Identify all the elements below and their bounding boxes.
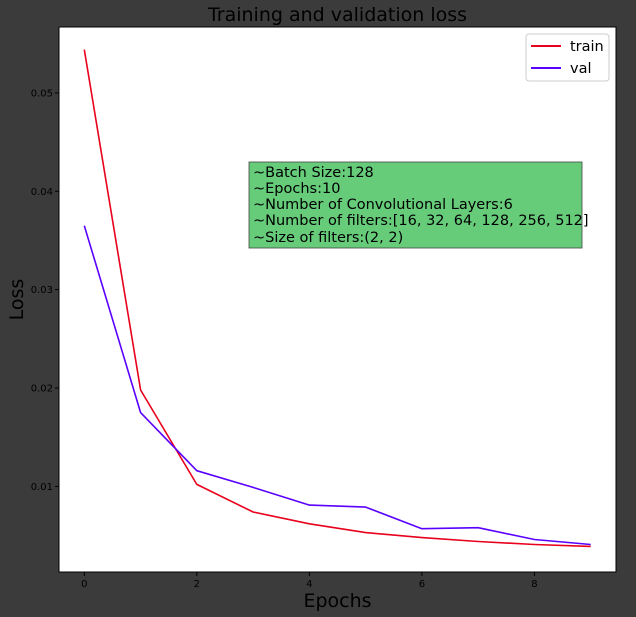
plot-area [58, 26, 617, 573]
legend-train-label: train [570, 39, 604, 55]
series-line-val [83, 225, 591, 546]
y-tick-label: 0.03 [31, 285, 53, 296]
annotation-line: ~Epochs:10 [253, 181, 340, 197]
y-tick-label: 0.01 [31, 482, 53, 493]
annotation-line: ~Size of filters:(2, 2) [253, 230, 403, 246]
chart-title: Training and validation loss [207, 4, 467, 26]
annotation-box: ~Batch Size:128 ~Epochs:10 ~Number of Co… [248, 161, 589, 249]
y-tick-label: 0.04 [31, 187, 53, 198]
x-tick-label: 4 [306, 579, 312, 590]
annotation-background [248, 161, 583, 249]
legend-val-label: val [570, 61, 592, 77]
annotation-line: ~Batch Size:128 [253, 165, 374, 181]
series-line-train [83, 49, 591, 548]
y-axis-ticks: 0.01 0.02 0.03 0.04 0.05 [31, 88, 59, 493]
x-tick-label: 6 [419, 579, 425, 590]
series-layer [83, 49, 591, 548]
x-tick-label: 0 [81, 579, 87, 590]
annotation-line: ~Number of filters:[16, 32, 64, 128, 256… [253, 213, 589, 229]
y-tick-label: 0.05 [31, 88, 53, 99]
y-axis-label: Loss [6, 279, 28, 321]
legend: train val [525, 33, 610, 82]
x-tick-label: 8 [531, 579, 537, 590]
x-tick-label: 2 [194, 579, 200, 590]
x-axis-label: Epochs [303, 590, 371, 612]
x-axis-ticks: 0 2 4 6 8 [81, 572, 538, 590]
y-tick-label: 0.02 [31, 384, 53, 395]
annotation-line: ~Number of Convolutional Layers:6 [253, 197, 513, 213]
